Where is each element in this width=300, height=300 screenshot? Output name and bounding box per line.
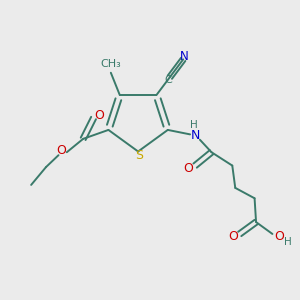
Text: CH₃: CH₃ [100, 59, 121, 69]
Text: S: S [135, 149, 143, 162]
Text: O: O [184, 162, 194, 175]
Text: O: O [228, 230, 238, 243]
Text: N: N [179, 50, 188, 63]
Text: H: H [190, 121, 197, 130]
Text: H: H [284, 237, 292, 247]
Text: O: O [94, 109, 104, 122]
Text: N: N [190, 129, 200, 142]
Text: C: C [164, 75, 172, 85]
Text: O: O [56, 144, 66, 157]
Text: O: O [274, 230, 284, 243]
